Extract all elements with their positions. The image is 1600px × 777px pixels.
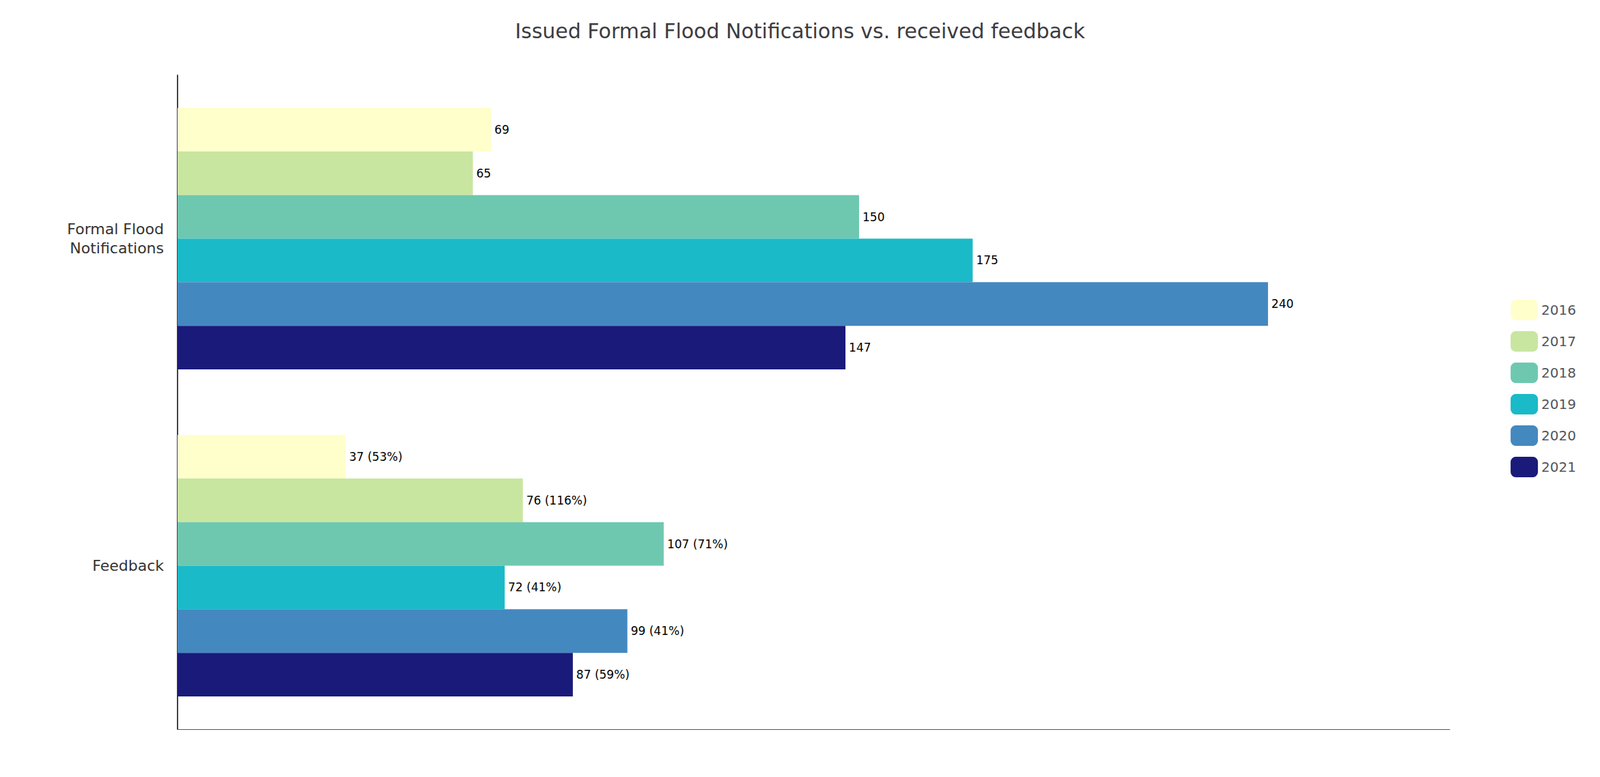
svg-text:99 (41%): 99 (41%)	[630, 624, 685, 638]
svg-text:Formal Flood: Formal Flood	[66, 220, 164, 238]
svg-text:37 (53%): 37 (53%)	[348, 450, 403, 464]
svg-text:2021: 2021	[1541, 458, 1577, 476]
svg-text:2020: 2020	[1541, 427, 1577, 444]
svg-text:69: 69	[494, 122, 510, 137]
svg-text:2017: 2017	[1541, 333, 1577, 350]
svg-text:147: 147	[848, 340, 871, 355]
svg-text:72 (41%): 72 (41%)	[508, 580, 562, 595]
svg-text:Feedback: Feedback	[92, 557, 164, 575]
svg-text:76 (116%): 76 (116%)	[526, 493, 588, 508]
svg-text:2016: 2016	[1541, 301, 1577, 319]
svg-text:107 (71%): 107 (71%)	[667, 537, 728, 552]
svg-text:Issued Formal Flood Notificati: Issued Formal Flood Notifications vs. re…	[514, 19, 1086, 44]
svg-text:Notifications: Notifications	[69, 239, 164, 257]
svg-text:240: 240	[1271, 297, 1294, 311]
svg-text:2018: 2018	[1541, 364, 1577, 382]
svg-text:150: 150	[862, 210, 885, 224]
svg-text:2019: 2019	[1541, 396, 1577, 413]
svg-text:87 (59%): 87 (59%)	[576, 667, 630, 682]
svg-text:65: 65	[475, 166, 491, 181]
svg-text:175: 175	[975, 253, 998, 268]
